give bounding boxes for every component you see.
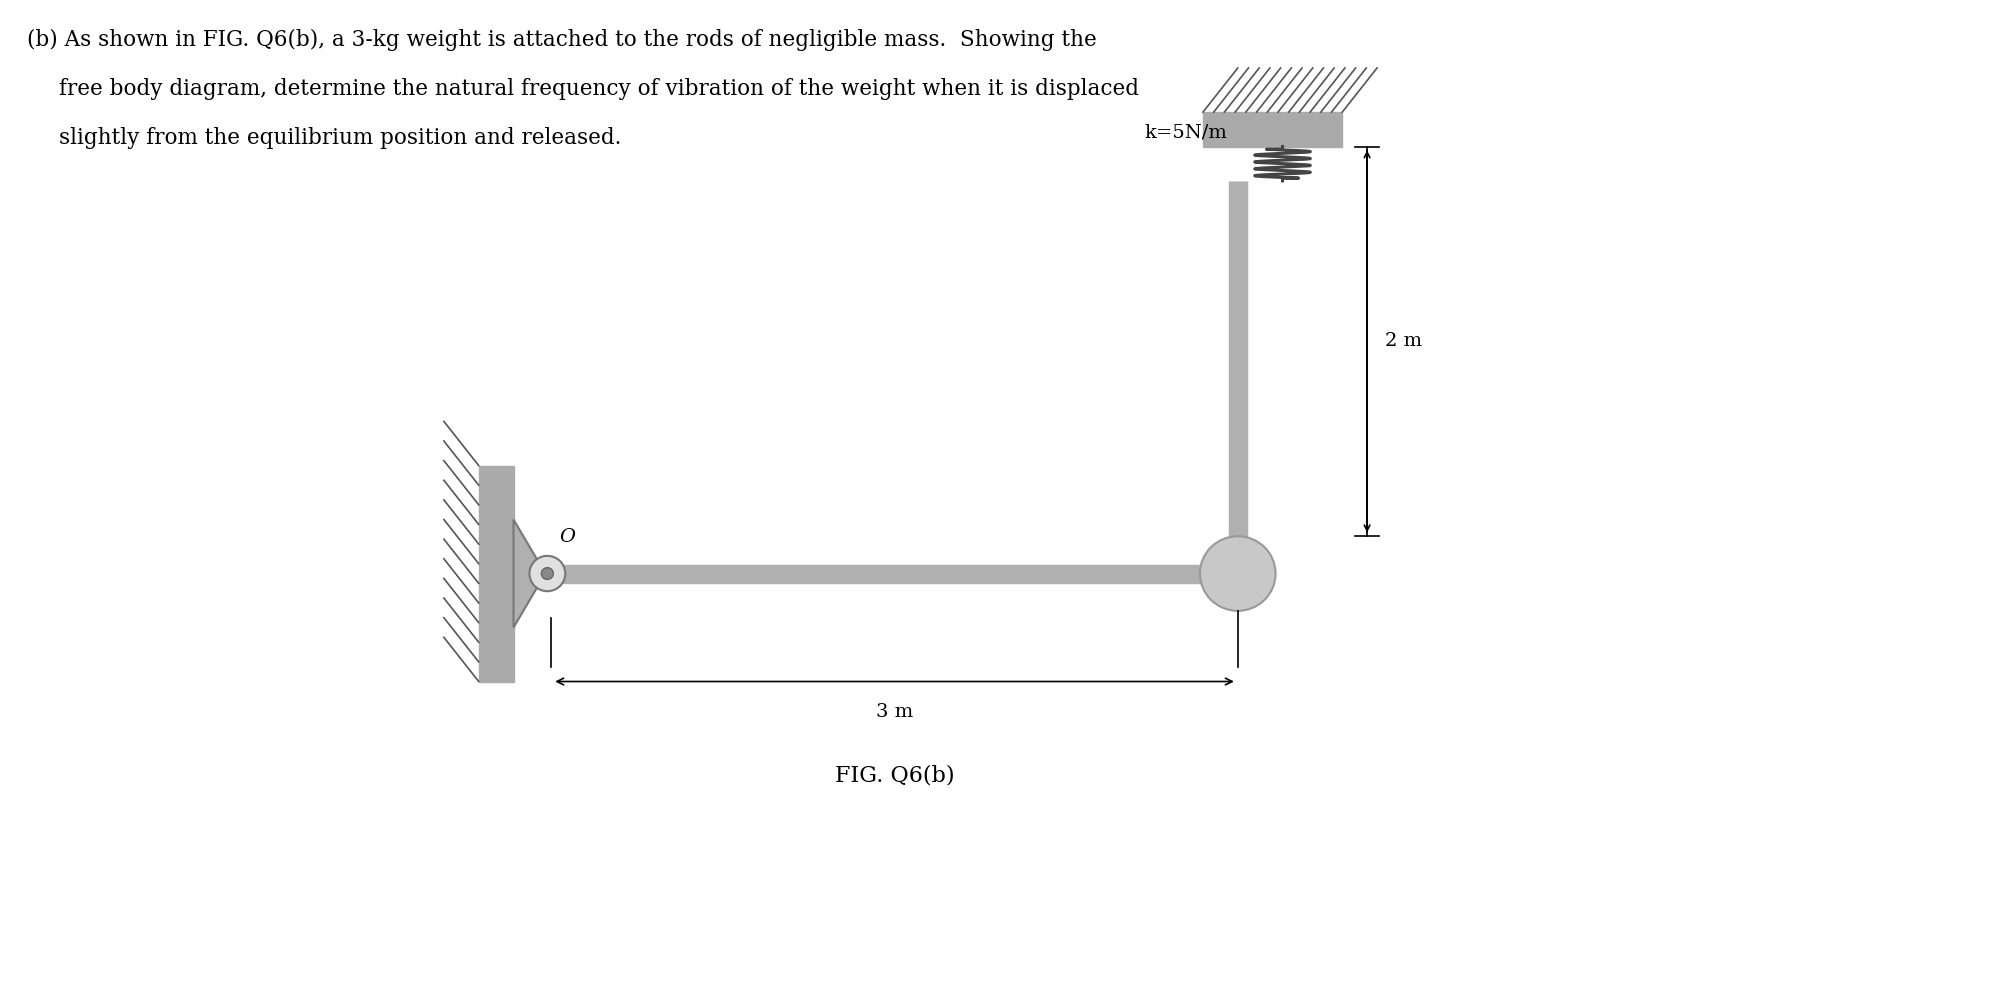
Text: O: O [559,528,575,546]
Text: FIG. Q6(b): FIG. Q6(b) [835,765,955,787]
Bar [1203,112,1343,147]
Text: 3 m: 3 m [875,703,913,721]
Text: (b) As shown in FIG. Q6(b), a 3-kg weight is attached to the rods of negligible : (b) As shown in FIG. Q6(b), a 3-kg weigh… [28,29,1097,50]
Text: slightly from the equilibrium position and released.: slightly from the equilibrium position a… [58,127,621,148]
Text: free body diagram, determine the natural frequency of vibration of the weight wh: free body diagram, determine the natural… [58,78,1139,100]
Circle shape [529,555,565,591]
Polygon shape [513,520,545,628]
Text: 2 m: 2 m [1385,333,1423,350]
Circle shape [1201,537,1275,611]
Text: k=5N/m: k=5N/m [1145,124,1229,142]
Bar [480,465,513,681]
Circle shape [541,567,553,579]
